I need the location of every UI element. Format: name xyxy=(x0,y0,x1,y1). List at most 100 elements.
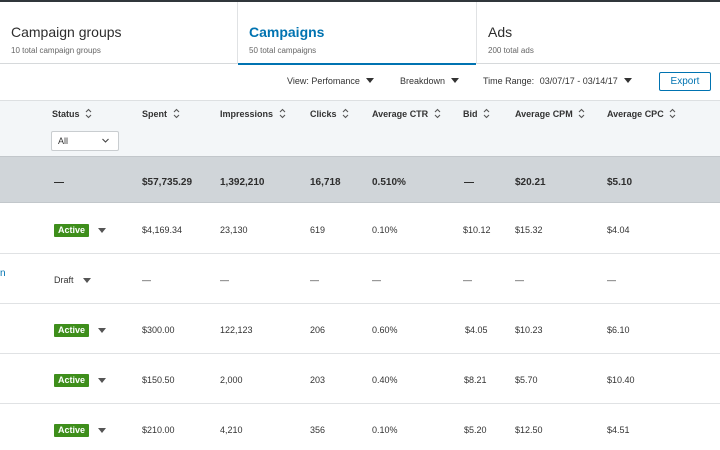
view-value: Perfomance xyxy=(311,76,360,86)
caret-down-icon xyxy=(623,78,632,83)
top-bar xyxy=(0,0,720,2)
total-impressions: 1,392,210 xyxy=(220,177,265,188)
status-caret-icon[interactable] xyxy=(98,228,106,233)
cell-cpm: $10.23 xyxy=(515,325,543,335)
total-ctr: 0.510% xyxy=(372,177,406,188)
breakdown-label: Breakdown xyxy=(400,76,446,86)
tab-subtitle: 50 total campaigns xyxy=(249,46,317,55)
cell-cpc: $6.10 xyxy=(607,325,630,335)
cell-spent: $210.00 xyxy=(142,425,175,435)
cell-bid: $5.20 xyxy=(464,425,487,435)
cell-cpc: $4.04 xyxy=(607,225,630,235)
cell-cpc: $4.51 xyxy=(607,425,630,435)
tab-campaign-groups[interactable]: Campaign groups 10 total campaign groups xyxy=(0,2,238,64)
column-header-impressions[interactable]: Impressions xyxy=(220,108,286,119)
table-row[interactable]: Active $150.50 2,000 203 0.40% $8.21 $5.… xyxy=(0,354,720,404)
breakdown-dropdown[interactable]: Breakdown xyxy=(400,76,460,86)
tab-subtitle: 200 total ads xyxy=(488,46,534,55)
status-filter-select[interactable]: All xyxy=(51,131,119,151)
sort-icon xyxy=(85,108,92,119)
export-button[interactable]: Export xyxy=(659,72,711,91)
cell-cpm: $15.32 xyxy=(515,225,543,235)
column-header-status[interactable]: Status xyxy=(52,108,92,119)
cell-impressions: 122,123 xyxy=(220,325,253,335)
totals-row: — $57,735.29 1,392,210 16,718 0.510% — $… xyxy=(0,156,720,203)
column-label: Bid xyxy=(463,109,478,119)
cell-impressions: 23,130 xyxy=(220,225,248,235)
status-caret-icon[interactable] xyxy=(83,278,91,283)
tab-ads[interactable]: Ads 200 total ads xyxy=(477,2,720,64)
table-row[interactable]: Active $4,169.34 23,130 619 0.10% $10.12… xyxy=(0,204,720,254)
cell-cpc: $10.40 xyxy=(607,375,635,385)
tab-campaigns[interactable]: Campaigns 50 total campaigns xyxy=(238,2,477,65)
cell-ctr: 0.60% xyxy=(372,325,398,335)
total-clicks: 16,718 xyxy=(310,177,341,188)
view-dropdown[interactable]: View: Perfomance xyxy=(287,76,374,86)
column-label: Impressions xyxy=(220,109,274,119)
table-row[interactable]: Active $300.00 122,123 206 0.60% $4.05 $… xyxy=(0,304,720,354)
status-draft[interactable]: Draft xyxy=(54,275,74,285)
cell-bid: $4.05 xyxy=(465,325,488,335)
column-label: Average CTR xyxy=(372,109,429,119)
status-badge[interactable]: Active xyxy=(54,424,90,437)
time-range-label: Time Range: xyxy=(483,76,535,86)
cell-spent: $300.00 xyxy=(142,325,175,335)
time-range-dropdown[interactable]: Time Range: 03/07/17 - 03/14/17 xyxy=(483,76,632,86)
cell-impressions: — xyxy=(220,275,229,285)
cell-cpm: $12.50 xyxy=(515,425,543,435)
caret-down-icon xyxy=(365,78,374,83)
cell-cpm: — xyxy=(515,275,524,285)
column-header-average-ctr[interactable]: Average CTR xyxy=(372,108,441,119)
tab-title: Campaigns xyxy=(249,24,325,40)
column-header-clicks[interactable]: Clicks xyxy=(310,108,349,119)
table-controls: View: Perfomance Breakdown Time Range: 0… xyxy=(0,72,720,92)
cell-ctr: — xyxy=(372,275,381,285)
tab-subtitle: 10 total campaign groups xyxy=(11,46,101,55)
chevron-down-icon xyxy=(102,138,109,143)
tab-title: Ads xyxy=(488,24,513,40)
column-label: Clicks xyxy=(310,109,337,119)
status-caret-icon[interactable] xyxy=(98,428,106,433)
sort-icon xyxy=(173,108,179,119)
status-badge[interactable]: Active xyxy=(54,374,90,387)
table-row[interactable]: n Draft — — — — — — — xyxy=(0,254,720,304)
total-bid: — xyxy=(464,177,474,188)
status-caret-icon[interactable] xyxy=(98,378,106,383)
cell-clicks: — xyxy=(310,275,319,285)
table-row[interactable]: Active $210.00 4,210 356 0.10% $5.20 $12… xyxy=(0,404,720,450)
column-label: Spent xyxy=(142,109,168,119)
column-label: Average CPC xyxy=(607,109,664,119)
cell-ctr: 0.40% xyxy=(372,375,398,385)
cell-clicks: 356 xyxy=(310,425,326,435)
cell-ctr: 0.10% xyxy=(372,225,398,235)
sort-icon xyxy=(669,108,676,119)
status-badge[interactable]: Active xyxy=(54,224,90,237)
cell-clicks: 619 xyxy=(310,225,326,235)
cell-spent: $150.50 xyxy=(142,375,175,385)
status-filter-value: All xyxy=(58,136,69,146)
cell-cpc: — xyxy=(607,275,616,285)
column-header-bid[interactable]: Bid xyxy=(463,108,490,119)
status-caret-icon[interactable] xyxy=(98,328,106,333)
tab-title: Campaign groups xyxy=(11,24,122,40)
total-cpm: $20.21 xyxy=(515,177,546,188)
column-header-average-cpc[interactable]: Average CPC xyxy=(607,108,676,119)
cell-bid: — xyxy=(463,275,472,285)
campaign-name-link[interactable]: n xyxy=(0,268,6,279)
cell-ctr: 0.10% xyxy=(372,425,398,435)
column-header-average-cpm[interactable]: Average CPM xyxy=(515,108,585,119)
level-tabs: Campaign groups 10 total campaign groups… xyxy=(0,2,720,65)
total-spent: $57,735.29 xyxy=(142,177,193,188)
column-label: Average CPM xyxy=(515,109,573,119)
table-header: Status Spent Impressions Clicks Average … xyxy=(0,100,720,156)
column-label: Status xyxy=(52,109,80,119)
cell-spent: — xyxy=(142,275,151,285)
sort-icon xyxy=(578,108,585,119)
time-range-value: 03/07/17 - 03/14/17 xyxy=(539,76,618,86)
sort-icon xyxy=(434,108,441,119)
column-header-spent[interactable]: Spent xyxy=(142,108,180,119)
cell-impressions: 2,000 xyxy=(220,375,243,385)
caret-down-icon xyxy=(451,78,460,83)
total-status: — xyxy=(54,177,64,188)
status-badge[interactable]: Active xyxy=(54,324,90,337)
